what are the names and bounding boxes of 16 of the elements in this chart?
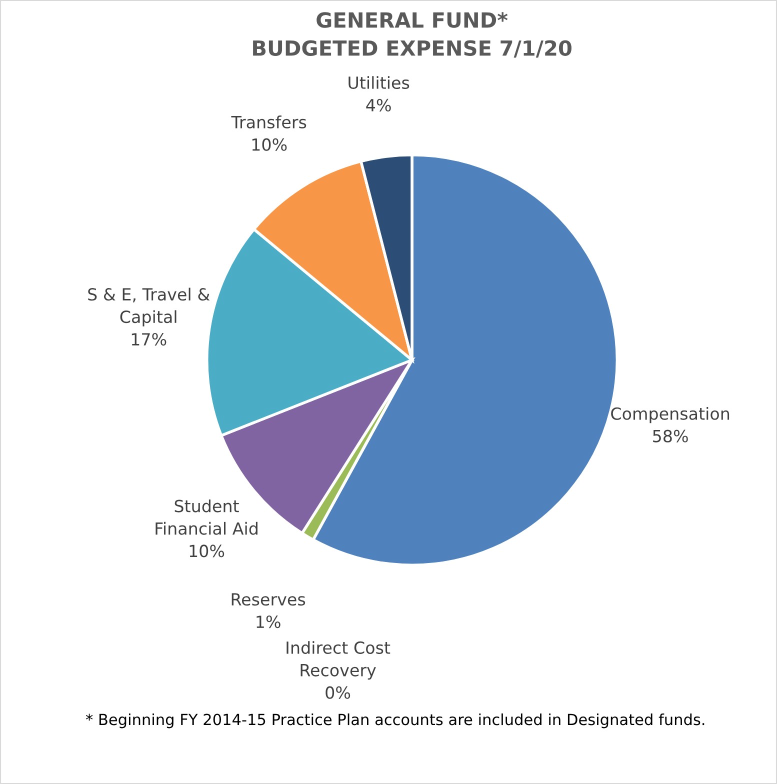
- chart-title: GENERAL FUND* BUDGETED EXPENSE 7/1/20: [253, 12, 572, 58]
- text: * Beginning FY 2014-15 Practice Plan accounts are included in Designated funds.: [86, 713, 704, 728]
- slice-label: Transfers: [231, 116, 306, 128]
- data-label: 4%: [366, 98, 391, 112]
- data-label: 10%: [190, 544, 224, 558]
- text: 0%: [326, 686, 350, 699]
- slice-label: Compensation: [611, 407, 730, 424]
- slice-label: Student Financial Aid: [156, 499, 258, 535]
- slice-label: Utilities: [348, 76, 410, 90]
- data-label: 1%: [256, 616, 280, 628]
- data-label: 17%: [132, 332, 166, 346]
- category-label: Indirect Cost Recovery: [286, 641, 390, 680]
- slice-label: Reserves: [232, 593, 306, 606]
- data-label: 10%: [252, 138, 287, 151]
- data-label: 58%: [653, 430, 688, 442]
- slice-label: S & E, Travel & Capital: [88, 288, 210, 326]
